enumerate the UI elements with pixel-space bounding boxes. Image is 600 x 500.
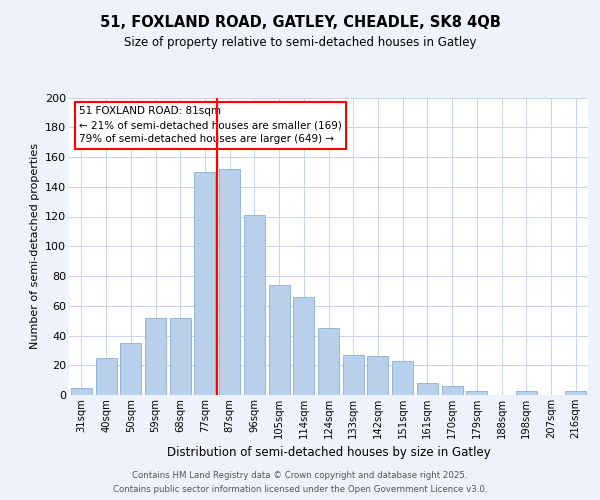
Bar [516,390,537,395]
Bar [466,390,487,395]
Bar [392,361,413,395]
Bar [194,172,215,395]
Bar [293,297,314,395]
X-axis label: Distribution of semi-detached houses by size in Gatley: Distribution of semi-detached houses by … [167,446,490,460]
Bar [170,318,191,395]
Bar [71,388,92,395]
Bar [442,386,463,395]
Bar [565,390,586,395]
Y-axis label: Number of semi-detached properties: Number of semi-detached properties [29,143,40,350]
Text: Contains public sector information licensed under the Open Government Licence v3: Contains public sector information licen… [113,484,487,494]
Bar [343,355,364,395]
Bar [269,285,290,395]
Bar [219,169,240,395]
Bar [120,343,141,395]
Bar [367,356,388,395]
Text: Contains HM Land Registry data © Crown copyright and database right 2025.: Contains HM Land Registry data © Crown c… [132,472,468,480]
Bar [244,215,265,395]
Text: 51, FOXLAND ROAD, GATLEY, CHEADLE, SK8 4QB: 51, FOXLAND ROAD, GATLEY, CHEADLE, SK8 4… [100,15,500,30]
Text: 51 FOXLAND ROAD: 81sqm
← 21% of semi-detached houses are smaller (169)
79% of se: 51 FOXLAND ROAD: 81sqm ← 21% of semi-det… [79,106,342,144]
Bar [318,328,339,395]
Bar [145,318,166,395]
Bar [417,383,438,395]
Bar [95,358,116,395]
Text: Size of property relative to semi-detached houses in Gatley: Size of property relative to semi-detach… [124,36,476,49]
